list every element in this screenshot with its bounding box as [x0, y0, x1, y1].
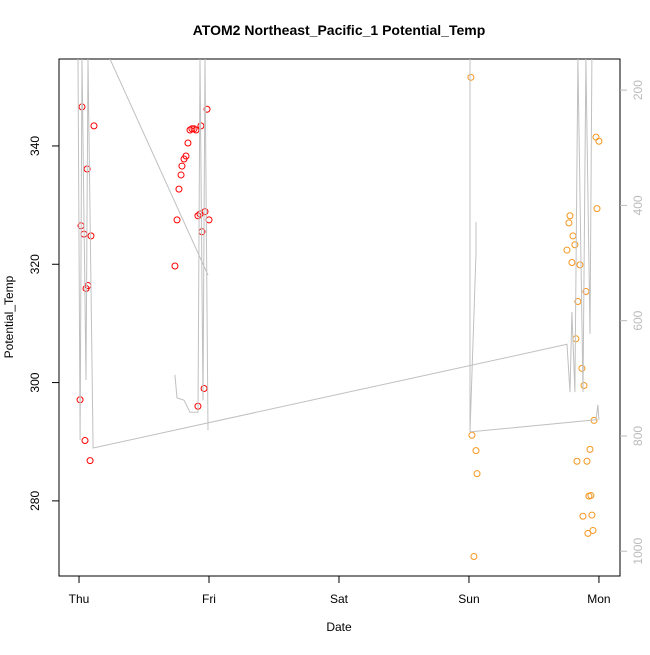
point [595, 137, 603, 145]
point [90, 122, 98, 130]
point [87, 232, 95, 240]
y2-tick-label: 1000 [631, 538, 645, 565]
y2-tick-label: 200 [631, 80, 645, 100]
point [586, 445, 594, 453]
y-tick-label: 340 [28, 136, 42, 156]
point [578, 364, 586, 372]
x-tick-label: Thu [69, 592, 90, 606]
y-axis-label: Potential_Temp [2, 275, 16, 358]
x-tick-label: Sat [330, 592, 349, 606]
point [572, 335, 580, 343]
point [583, 457, 591, 465]
x-tick-label: Fri [202, 592, 216, 606]
point [178, 162, 186, 170]
point [589, 526, 597, 534]
point [573, 457, 581, 465]
point [568, 258, 576, 266]
point [177, 171, 185, 179]
point [593, 205, 601, 213]
point [569, 232, 577, 240]
point [205, 216, 213, 224]
point [592, 133, 600, 141]
x-tick-label: Sun [458, 592, 479, 606]
point [566, 212, 574, 220]
point [467, 73, 475, 81]
point [584, 529, 592, 537]
point [182, 152, 190, 160]
x-tick-label: Mon [587, 592, 610, 606]
point [192, 126, 200, 134]
point [576, 261, 584, 269]
point [173, 216, 181, 224]
y-tick-label: 280 [28, 491, 42, 511]
point [188, 125, 196, 133]
point [86, 457, 94, 465]
line [77, 59, 600, 449]
x-axis-label: Date [326, 620, 352, 634]
point [203, 105, 211, 113]
chart-title: ATOM2 Northeast_Pacific_1 Potential_Temp [193, 22, 486, 38]
point [184, 139, 192, 147]
point [472, 447, 480, 455]
point [579, 512, 587, 520]
point [171, 262, 179, 270]
point [468, 431, 476, 439]
point [587, 492, 595, 500]
point [580, 382, 588, 390]
plot-frame [58, 58, 621, 577]
point [470, 552, 478, 560]
point [200, 384, 208, 392]
plot-area [76, 59, 603, 560]
point [201, 208, 209, 216]
point [588, 511, 596, 519]
y2-tick-label: 400 [631, 195, 645, 215]
y2-tick-label: 600 [631, 310, 645, 330]
point [571, 241, 579, 249]
point [565, 219, 573, 227]
point [81, 437, 89, 445]
point [574, 298, 582, 306]
y2-tick-label: 800 [631, 426, 645, 446]
point [473, 470, 481, 478]
point [175, 185, 183, 193]
y-tick-label: 320 [28, 254, 42, 274]
point [563, 246, 571, 254]
y-tick-label: 300 [28, 372, 42, 392]
